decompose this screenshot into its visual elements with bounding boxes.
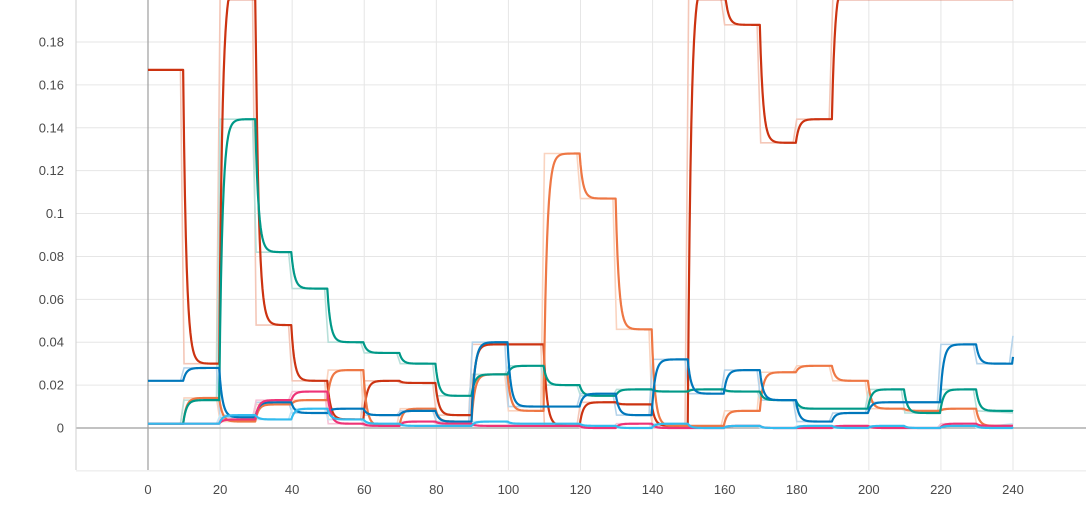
raw-series-line: [148, 118, 1014, 425]
x-tick-label: 120: [570, 482, 592, 497]
series-line: [147, 118, 1014, 425]
series-layer: [147, 0, 1015, 430]
series-line: [147, 0, 1013, 427]
y-tick-label: 0.02: [39, 378, 64, 393]
x-tick-label: 60: [357, 482, 371, 497]
x-tick-label: 80: [429, 482, 443, 497]
x-tick-label: 180: [786, 482, 808, 497]
y-tick-label: 0.18: [39, 35, 64, 50]
x-tick-label: 0: [144, 482, 151, 497]
x-tick-label: 140: [642, 482, 664, 497]
x-tick-label: 160: [714, 482, 736, 497]
x-tick-label: 240: [1002, 482, 1024, 497]
y-tick-label: 0.16: [39, 77, 64, 92]
x-tick-label: 220: [930, 482, 952, 497]
y-tick-label: 0.12: [39, 163, 64, 178]
x-tick-label: 100: [498, 482, 520, 497]
series-line: [147, 407, 1014, 430]
y-tick-label: 0.14: [39, 120, 64, 135]
y-tick-label: 0.1: [46, 206, 64, 221]
x-tick-label: 200: [858, 482, 880, 497]
y-tick-label: 0.08: [39, 249, 64, 264]
tick-label-layer: 0 20 40 60 80 100 120 140 160 180 200 220 240 0 0.02 0.…: [39, 35, 1024, 498]
series-line: [147, 341, 1015, 423]
y-tick-label: 0.06: [39, 292, 64, 307]
y-tick-label: 0: [57, 421, 64, 436]
x-tick-label: 40: [285, 482, 299, 497]
y-tick-label: 0.04: [39, 335, 64, 350]
x-tick-label: 20: [213, 482, 227, 497]
